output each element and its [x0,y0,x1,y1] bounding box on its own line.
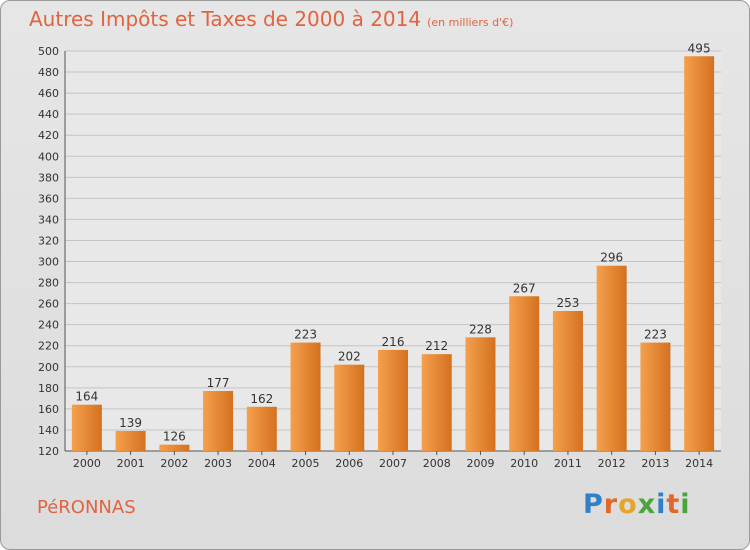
bar-value-label: 495 [688,41,711,55]
bar[interactable] [334,364,365,451]
bar-value-label: 164 [75,390,98,404]
proxiti-logo[interactable]: Proxiti [583,489,691,520]
bar[interactable] [640,342,671,451]
x-tick-label: 2013 [641,457,669,470]
x-tick-label: 2008 [423,457,451,470]
bar-value-label: 267 [513,281,536,295]
chart-title: Autres Impôts et Taxes de 2000 à 2014 (en… [29,7,513,31]
y-tick-label: 120 [38,445,59,458]
y-tick-label: 440 [38,108,59,121]
y-tick-label: 300 [38,256,59,269]
x-tick-label: 2006 [335,457,363,470]
bar[interactable] [290,342,321,451]
bar[interactable] [465,337,496,451]
x-tick-label: 2012 [598,457,626,470]
bar[interactable] [421,354,452,451]
bar-value-label: 139 [119,416,142,430]
y-tick-label: 480 [38,66,59,79]
x-tick-label: 2001 [117,457,145,470]
y-tick-label: 460 [38,87,59,100]
bar[interactable] [115,431,146,451]
y-tick-label: 140 [38,424,59,437]
x-tick-label: 2007 [379,457,407,470]
y-tick-label: 280 [38,277,59,290]
logo-letter: P [583,489,604,520]
x-tick-label: 2005 [292,457,320,470]
bar-value-label: 253 [556,296,579,310]
y-tick-label: 160 [38,403,59,416]
x-tick-label: 2011 [554,457,582,470]
logo-letter: o [618,489,638,520]
y-tick-label: 500 [38,45,59,58]
y-tick-label: 240 [38,319,59,332]
y-tick-label: 420 [38,129,59,142]
bar-value-label: 212 [425,339,448,353]
logo-letter: x [637,489,657,520]
y-tick-label: 180 [38,382,59,395]
x-tick-label: 2002 [160,457,188,470]
bar-value-label: 296 [600,251,623,265]
y-tick-label: 380 [38,171,59,184]
bar-value-label: 216 [382,335,405,349]
title-text: Autres Impôts et Taxes de 2000 à 2014 [29,7,422,31]
y-tick-label: 260 [38,298,59,311]
x-tick-label: 2009 [466,457,494,470]
bar[interactable] [509,296,540,451]
y-tick-label: 200 [38,361,59,374]
bar[interactable] [552,311,583,451]
logo-letter: r [603,489,619,520]
logo-letter: t [666,489,681,520]
y-tick-label: 220 [38,340,59,353]
x-tick-label: 2004 [248,457,276,470]
bar[interactable] [71,404,102,451]
bar-value-label: 202 [338,350,361,364]
bar[interactable] [684,56,715,452]
bar[interactable] [159,444,190,451]
bar-value-label: 162 [250,392,273,406]
x-tick-label: 2000 [73,457,101,470]
logo-letter: i [680,489,691,520]
y-tick-label: 320 [38,234,59,247]
bar[interactable] [596,265,627,451]
logo-letter: i [656,489,667,520]
town-name: PéRONNAS [37,497,136,518]
bar[interactable] [203,391,234,451]
y-tick-label: 340 [38,213,59,226]
bar[interactable] [378,349,408,451]
y-tick-label: 400 [38,150,59,163]
bar-value-label: 223 [294,328,317,342]
x-tick-label: 2003 [204,457,232,470]
x-tick-label: 2010 [510,457,538,470]
bar-value-label: 223 [644,328,667,342]
x-tick-label: 2014 [685,457,713,470]
bar-value-label: 228 [469,322,492,336]
title-unit: (en milliers d'€) [427,16,514,29]
bar[interactable] [246,406,277,451]
bar-value-label: 126 [163,430,186,444]
y-tick-label: 360 [38,192,59,205]
bar-value-label: 177 [207,376,230,390]
